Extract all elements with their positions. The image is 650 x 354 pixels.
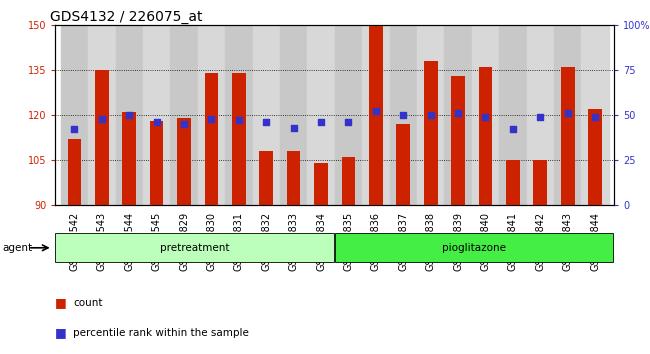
Point: [179, 121, 189, 127]
Bar: [499, 25, 526, 205]
Bar: [472, 25, 499, 205]
Bar: [451, 76, 465, 205]
Text: ■: ■: [55, 326, 67, 339]
Point: [289, 125, 299, 131]
Point: [70, 127, 80, 132]
Point: [343, 119, 354, 125]
Point: [562, 110, 573, 116]
Bar: [561, 67, 575, 205]
Text: percentile rank within the sample: percentile rank within the sample: [73, 328, 250, 338]
Point: [316, 119, 326, 125]
Bar: [259, 151, 273, 205]
Bar: [287, 151, 300, 205]
Point: [151, 119, 162, 125]
Bar: [225, 25, 253, 205]
Bar: [417, 25, 445, 205]
Bar: [232, 73, 246, 205]
Point: [261, 119, 272, 125]
Bar: [389, 25, 417, 205]
Bar: [362, 25, 389, 205]
Point: [590, 114, 600, 120]
Point: [508, 127, 518, 132]
Bar: [554, 25, 581, 205]
Bar: [314, 163, 328, 205]
Bar: [342, 157, 356, 205]
Point: [233, 118, 244, 123]
Bar: [150, 121, 164, 205]
Point: [124, 112, 135, 118]
Bar: [506, 160, 520, 205]
Bar: [198, 25, 225, 205]
Bar: [60, 25, 88, 205]
Bar: [534, 160, 547, 205]
Point: [370, 109, 381, 114]
Bar: [253, 25, 280, 205]
Bar: [122, 112, 136, 205]
Bar: [170, 25, 198, 205]
Bar: [88, 25, 116, 205]
Point: [453, 110, 463, 116]
Text: pioglitazone: pioglitazone: [442, 243, 506, 253]
Bar: [280, 25, 307, 205]
Point: [426, 112, 436, 118]
Bar: [95, 70, 109, 205]
Point: [398, 112, 408, 118]
Bar: [369, 25, 383, 205]
Text: agent: agent: [2, 243, 32, 253]
Bar: [143, 25, 170, 205]
Bar: [116, 25, 143, 205]
Bar: [581, 25, 609, 205]
Bar: [335, 233, 613, 262]
Text: GDS4132 / 226075_at: GDS4132 / 226075_at: [49, 10, 202, 24]
Point: [535, 114, 545, 120]
Bar: [68, 139, 81, 205]
Point: [97, 116, 107, 121]
Bar: [396, 124, 410, 205]
Bar: [177, 118, 191, 205]
Text: count: count: [73, 298, 103, 308]
Bar: [335, 25, 362, 205]
Text: pretreatment: pretreatment: [160, 243, 229, 253]
Bar: [445, 25, 472, 205]
Text: ■: ■: [55, 296, 67, 309]
Point: [206, 116, 216, 121]
Bar: [424, 61, 437, 205]
Point: [480, 114, 491, 120]
Bar: [205, 73, 218, 205]
Bar: [55, 233, 333, 262]
Bar: [307, 25, 335, 205]
Bar: [588, 109, 602, 205]
Bar: [478, 67, 492, 205]
Bar: [526, 25, 554, 205]
